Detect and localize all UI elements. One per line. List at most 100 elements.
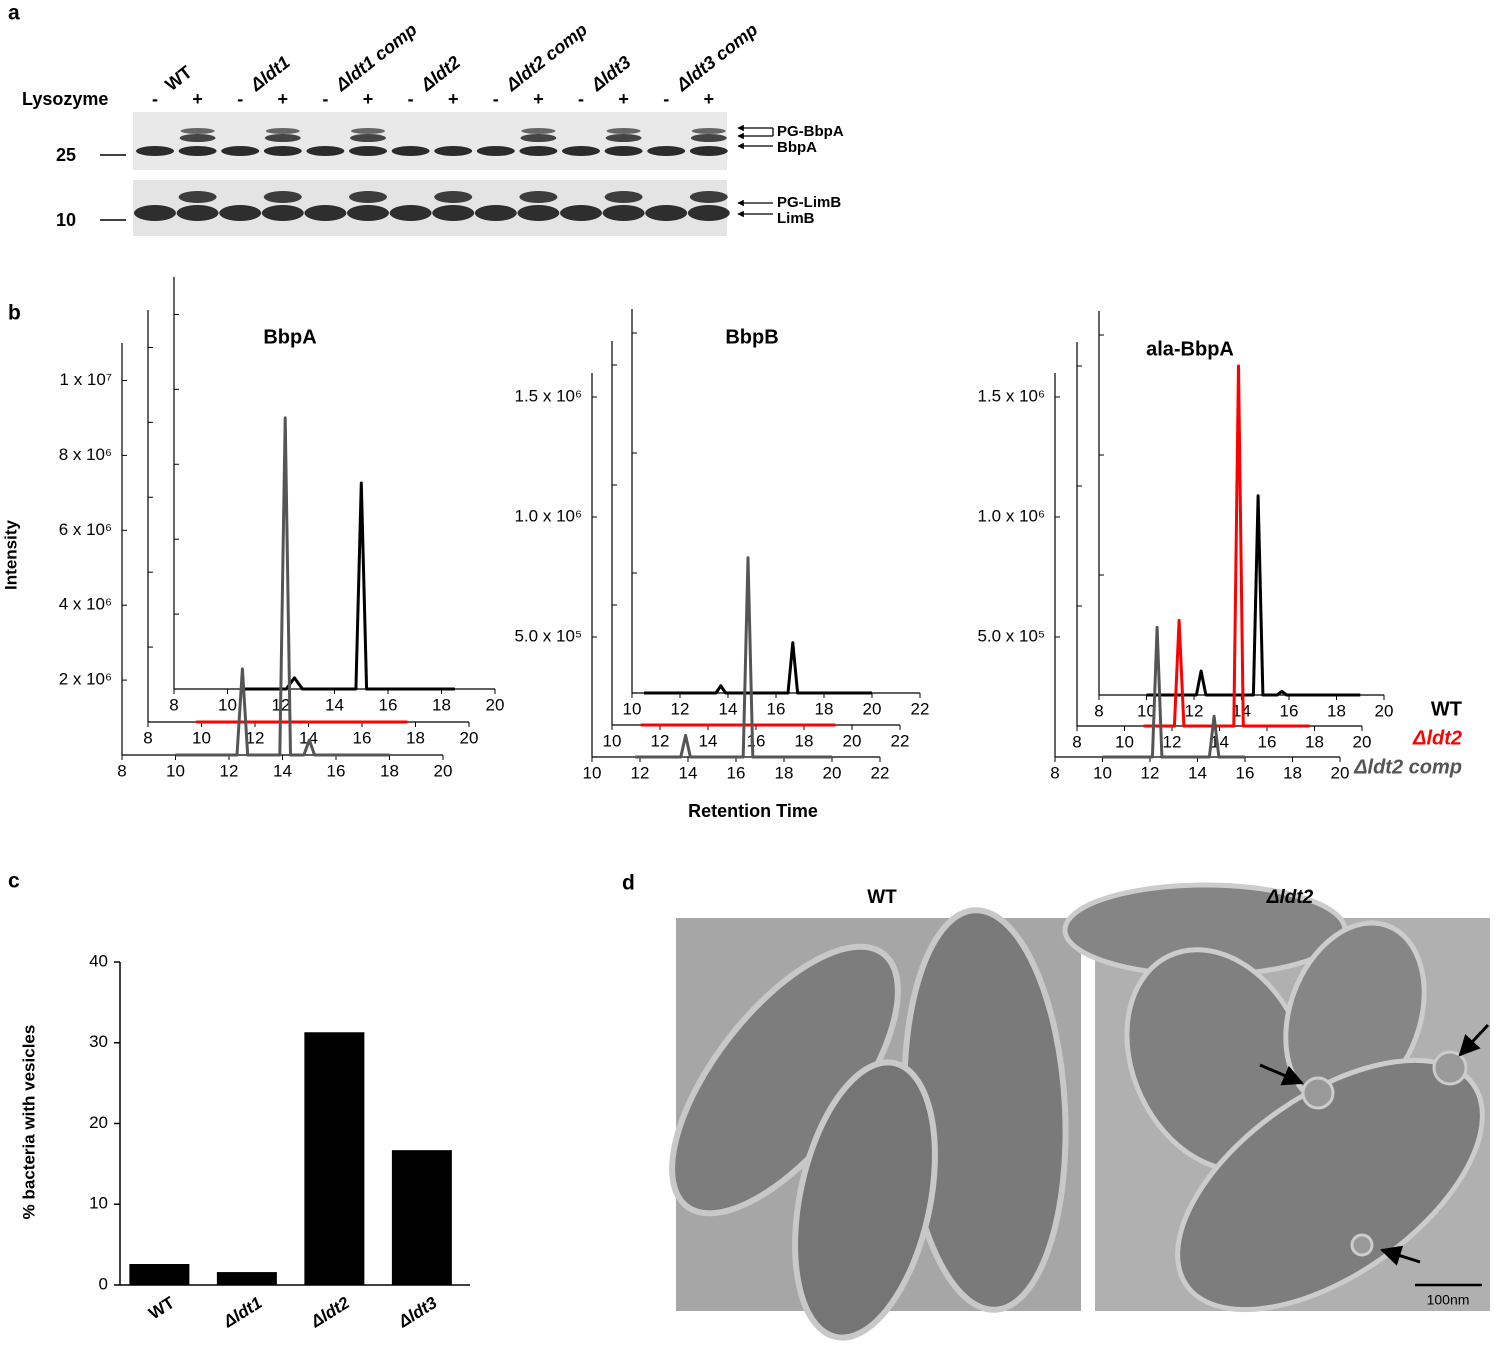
trace [635,556,832,759]
lane-sign: - [493,89,499,109]
lane-sign: - [663,89,669,109]
x-tick-label: 14 [699,731,718,750]
band [520,134,557,142]
micrograph-title: Δldt2 [1266,887,1314,908]
band [560,205,602,221]
x-tick-label: 16 [353,728,372,747]
x-tick-label: 20 [863,699,882,718]
micrograph-wt [669,907,1081,1341]
lane-sign: + [704,89,715,109]
band [474,205,517,221]
x-tick-label: 12 [1163,732,1182,751]
x-tick-label: 16 [1258,732,1277,751]
gel-blot [133,112,727,170]
band [689,191,728,203]
lane-sign: - [578,89,584,109]
band [391,146,430,156]
chart-title: BbpA [263,326,316,348]
band [689,146,728,156]
band [263,191,302,203]
panel-label: b [8,302,21,325]
x-tick-label: 12 [1141,763,1160,782]
y-tick-label: 1.0 x 10⁶ [515,506,583,525]
bar [304,1032,365,1285]
x-tick-label: 20 [1353,732,1372,751]
x-tick-label: 16 [727,763,746,782]
panel-label: a [8,2,20,25]
lane-sign: - [237,89,243,109]
vesicle [1350,1233,1374,1257]
strain-label: Δldt3 comp [672,19,762,95]
cell [792,1059,938,1341]
trace [175,416,390,757]
x-tick-label: 18 [795,731,814,750]
band [349,191,387,203]
lane-sign: + [618,89,629,109]
x-tick-label: 16 [1280,701,1299,720]
lane-sign: + [192,89,203,109]
x-tick-label: 14 [679,763,698,782]
micrograph-title: WT [867,887,897,908]
band [304,205,347,221]
band [690,134,727,142]
x-tick-label: 12 [246,728,265,747]
y-tick-label: 0 [99,1274,108,1293]
band [602,205,645,221]
x-tick-label: 12 [671,699,690,718]
x-tick-label: 22 [891,731,910,750]
y-tick-label: 1.5 x 10⁶ [978,386,1046,405]
x-tick-label: 8 [1072,732,1081,751]
trace [1146,494,1361,697]
band-label: PG-LimB [777,194,841,211]
x-tick-label: 20 [1375,701,1394,720]
marker-label: 25 [56,145,76,165]
x-tick-label: 22 [911,699,930,718]
arrow [1259,1063,1304,1086]
x-tick-label: Δldt3 [394,1293,441,1332]
x-tick-label: 18 [406,728,425,747]
arrow [1379,1245,1421,1266]
y-tick-label: 5.0 x 10⁵ [514,626,582,645]
y-tick-label: 20 [89,1113,108,1132]
y-tick-label: 1.0 x 10⁶ [978,506,1046,525]
x-tick-label: 18 [1327,701,1346,720]
x-tick-label: 8 [1094,701,1103,720]
trace [1143,364,1310,728]
x-tick-label: 10 [1137,701,1156,720]
legend-entry: WT [1431,698,1462,720]
x-tick-label: Δldt2 [307,1293,354,1332]
band [389,205,432,221]
lysozyme-label: Lysozyme [22,89,108,109]
x-tick-label: 20 [460,728,479,747]
x-tick-label: 10 [1115,732,1134,751]
band [476,146,515,156]
x-tick-label: 20 [843,731,862,750]
x-tick-label: 8 [143,728,152,747]
x-tick-label: 12 [631,763,650,782]
y-tick-label: 1.5 x 10⁶ [515,386,583,405]
lane-sign: + [278,89,289,109]
panel-label: d [622,872,635,895]
x-tick-label: 16 [1236,763,1255,782]
lane-sign: - [322,89,328,109]
y-tick-label: 8 x 10⁶ [59,445,112,464]
y-tick-label: 4 x 10⁶ [59,595,112,614]
strain-label: Δldt2 comp [501,19,591,95]
x-tick-label: 10 [192,728,211,747]
band [606,128,641,134]
band-label: BbpA [777,139,817,156]
x-tick-label: 8 [117,761,126,780]
x-tick-label: 10 [603,731,622,750]
x-tick-label: 10 [623,699,642,718]
x-tick-label: WT [145,1293,178,1323]
bar [391,1150,452,1285]
band [264,134,301,142]
band [604,191,643,203]
strain-label: WT [161,62,195,95]
x-tick-label: 18 [775,763,794,782]
x-tick-label: 10 [1093,763,1112,782]
band [221,146,260,156]
trace [240,481,455,691]
legend-entry: Δldt2 [1412,727,1462,749]
